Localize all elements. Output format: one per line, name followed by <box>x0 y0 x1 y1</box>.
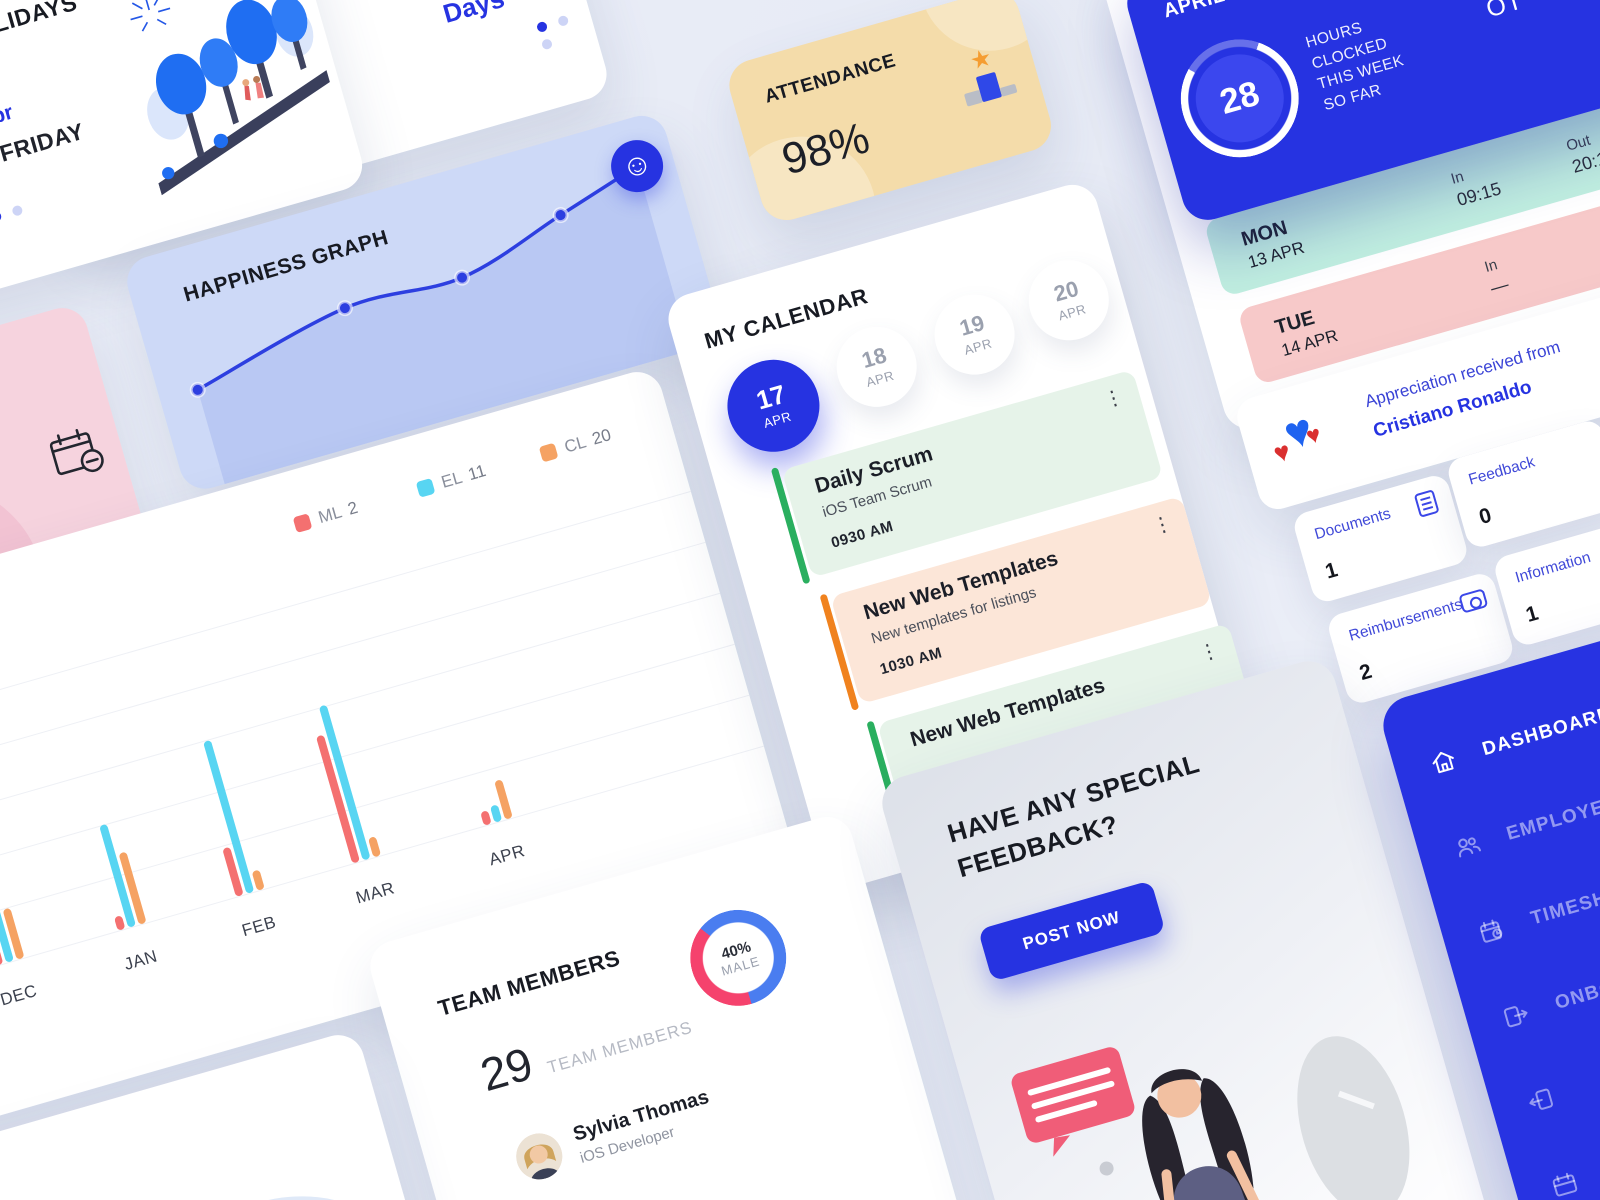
happiness-line-chart <box>189 158 691 485</box>
attendance-title: ATTENDANCE <box>762 50 899 108</box>
holidays-card: HOLIDAYS 10 Apr GOOD FRIDAY <box>0 0 369 327</box>
stat-label: Feedback <box>1466 453 1537 489</box>
exit-icon <box>1529 1088 1554 1110</box>
home-icon <box>1432 751 1454 774</box>
carousel-dots[interactable] <box>535 5 598 55</box>
team-members-card: TEAM MEMBERS 40% MALE 29 TEAM MEMBERS <box>364 810 1005 1200</box>
podium-icon: ★ <box>947 40 1023 109</box>
team-member-row[interactable]: Sylvia Thomas iOS Developer <box>510 1085 718 1185</box>
carousel-dot[interactable] <box>557 14 570 28</box>
onboarding-icon <box>1503 1006 1528 1028</box>
month-label: APR <box>486 840 528 870</box>
camera-icon <box>1458 588 1489 614</box>
sidebar-item-onboarding[interactable]: ONBOARDING <box>1498 950 1600 1034</box>
team-title: TEAM MEMBERS <box>435 945 623 1021</box>
hours-caption: HOURS CLOCKED THIS WEEK SO FAR <box>1303 19 1406 115</box>
calendar-day-18[interactable]: 18 APR <box>827 317 927 417</box>
calendar-minus-icon <box>49 429 104 476</box>
happiness-graph-card: HAPPINESS GRAPH ☺ <box>121 109 726 495</box>
holidays-title: HOLIDAYS <box>0 0 81 48</box>
team-count-row: 29 TEAM MEMBERS <box>474 991 696 1102</box>
bar-cl-mar <box>367 836 382 858</box>
carousel-dot[interactable] <box>11 204 24 217</box>
stat-value: 1 <box>1523 601 1541 627</box>
leave-summary-card <box>0 301 152 635</box>
special-feedback-card: HAVE ANY SPECIAL FEEDBACK? POST NOW <box>875 654 1526 1200</box>
gender-donut-chart: 40% MALE <box>678 898 798 1018</box>
calendar-day-20[interactable]: 20 APR <box>1019 250 1119 350</box>
sidebar-item-offboarding[interactable] <box>1522 1075 1584 1119</box>
sidebar-item-timesheet[interactable]: TIMESHEET <box>1474 872 1600 949</box>
holiday-date: 10 Apr <box>0 100 16 141</box>
calendar-day-19[interactable]: 19 APR <box>925 285 1025 385</box>
bar-ml-apr <box>480 810 492 826</box>
month-label: FEB <box>239 912 279 941</box>
holiday-trees-illustration <box>130 0 330 196</box>
timesheet-icon <box>1479 919 1503 943</box>
bar-el-apr <box>489 804 503 823</box>
feedback-illustration <box>1011 1036 1410 1200</box>
stat-value: 2 <box>1356 659 1375 686</box>
sidebar-item-employee[interactable]: EMPLOYEE <box>1449 789 1600 865</box>
bar-ml-jan <box>113 915 126 931</box>
bar-cl-feb <box>251 869 265 891</box>
sidebar: DASHBOARD EMPLOYEE TIMESHEET ONBOARDING <box>1376 517 1600 1200</box>
team-count-label: TEAM MEMBERS <box>545 1017 695 1078</box>
holidays-dots[interactable] <box>0 198 36 227</box>
carousel-dot-active[interactable] <box>0 210 3 223</box>
stat-label: Information <box>1513 548 1593 587</box>
avatar <box>510 1127 568 1185</box>
carousel-dot[interactable] <box>540 38 554 51</box>
days-label: Days <box>439 0 508 29</box>
star-icon: ★ <box>967 43 996 76</box>
stat-label: Reimbursements <box>1346 596 1465 645</box>
stat-value: 0 <box>1476 503 1495 530</box>
month-label: DEC <box>0 980 40 1010</box>
hours-progress-ring: 28 <box>1166 25 1313 172</box>
month-label: JAN <box>121 946 160 974</box>
sidebar-item-dashboard[interactable]: DASHBOARD <box>1425 699 1600 780</box>
attendance-card: ATTENDANCE 98% ★ <box>723 0 1058 227</box>
hearts-icon: ♥ ♥ ♥ <box>1270 402 1325 470</box>
sidebar-item-calendar[interactable] <box>1546 1159 1600 1200</box>
post-now-button[interactable]: POST NOW <box>977 880 1166 982</box>
document-icon <box>1413 489 1440 518</box>
team-count: 29 <box>474 1037 539 1102</box>
holiday-name: GOOD FRIDAY <box>0 117 88 189</box>
carousel-dot-active[interactable] <box>535 20 549 34</box>
month-title: APRIL <box>1160 0 1228 23</box>
calendar-day-17[interactable]: 17 APR <box>716 348 831 463</box>
month-label: MAR <box>353 878 397 908</box>
ot-label: OT <box>1483 0 1527 24</box>
stat-label: Documents <box>1312 505 1393 544</box>
stat-value: 1 <box>1322 558 1341 584</box>
employees-icon <box>1458 837 1481 858</box>
calendar-icon <box>1552 1172 1578 1197</box>
